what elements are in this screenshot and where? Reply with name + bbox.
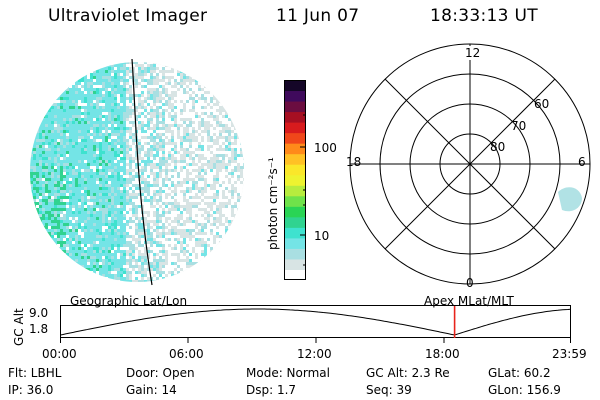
colorbar-band — [284, 258, 306, 270]
info-dsp: Dsp: 1.7 — [246, 383, 297, 397]
colorbar-band — [284, 216, 306, 228]
mlt-label-6: 6 — [578, 155, 586, 169]
colorbar-label: photon cm⁻²s⁻¹ — [266, 157, 280, 250]
info-glon: GLon: 156.9 — [488, 383, 561, 397]
terminator-line — [131, 58, 153, 286]
mlt-label-0: 0 — [466, 276, 474, 290]
time-tick-0000: 00:00 — [42, 347, 77, 361]
colorbar-band — [284, 248, 306, 260]
time-tick-1800: 18:00 — [425, 347, 460, 361]
colorbar-band — [284, 227, 306, 239]
colorbar — [284, 80, 306, 280]
instrument-title: Ultraviolet Imager — [48, 6, 208, 26]
colorbar-band — [284, 122, 306, 134]
mlt-label-18: 18 — [346, 155, 362, 169]
altitude-timeline — [60, 305, 571, 343]
colorbar-band — [284, 195, 306, 207]
timeline-ytick-top: 9.0 — [29, 306, 49, 320]
info-gc-alt: GC Alt: 2.3 Re — [366, 366, 450, 380]
polar-grid — [349, 43, 591, 285]
colorbar-band — [284, 269, 306, 280]
mlt-label-12: 12 — [464, 46, 482, 60]
colorbar-band — [284, 237, 306, 249]
info-filter: Flt: LBHL — [8, 366, 62, 380]
info-seq: Seq: 39 — [366, 383, 412, 397]
observation-time: 18:33:13 UT — [430, 6, 538, 26]
colorbar-band — [284, 164, 306, 176]
mlat-label-80: 80 — [490, 140, 506, 154]
colorbar-tick-10: 10 — [314, 229, 330, 243]
colorbar-band — [284, 111, 306, 123]
time-tick-1200: 12:00 — [297, 347, 332, 361]
colorbar-band — [284, 101, 306, 113]
info-glat: GLat: 60.2 — [488, 366, 551, 380]
altitude-curve — [60, 308, 571, 336]
time-tick-0600: 06:00 — [169, 347, 204, 361]
colorbar-band — [284, 206, 306, 218]
mlat-label-70: 70 — [511, 119, 527, 133]
colorbar-band — [284, 143, 306, 155]
colorbar-band — [284, 153, 306, 165]
time-tick-2359: 23:59 — [552, 347, 587, 361]
colorbar-band — [284, 90, 306, 102]
mlat-label-60: 60 — [534, 97, 550, 111]
colorbar-band — [284, 80, 306, 92]
observation-date: 11 Jun 07 — [276, 6, 360, 26]
uv-image-disk — [30, 58, 244, 286]
timeline-axis-label: GC Alt — [12, 308, 26, 346]
timeline-left-label: Geographic Lat/Lon — [70, 294, 188, 308]
colorbar-band — [284, 174, 306, 186]
colorbar-tick-100: 100 — [314, 141, 337, 155]
timeline-ytick-bottom: 1.8 — [29, 322, 49, 336]
info-ip: IP: 36.0 — [8, 383, 54, 397]
info-gain: Gain: 14 — [126, 383, 177, 397]
info-door: Door: Open — [126, 366, 195, 380]
colorbar-band — [284, 132, 306, 144]
aurora-patch — [558, 187, 582, 212]
info-mode: Mode: Normal — [246, 366, 330, 380]
colorbar-band — [284, 185, 306, 197]
timeline-right-label: Apex MLat/MLT — [424, 294, 514, 308]
